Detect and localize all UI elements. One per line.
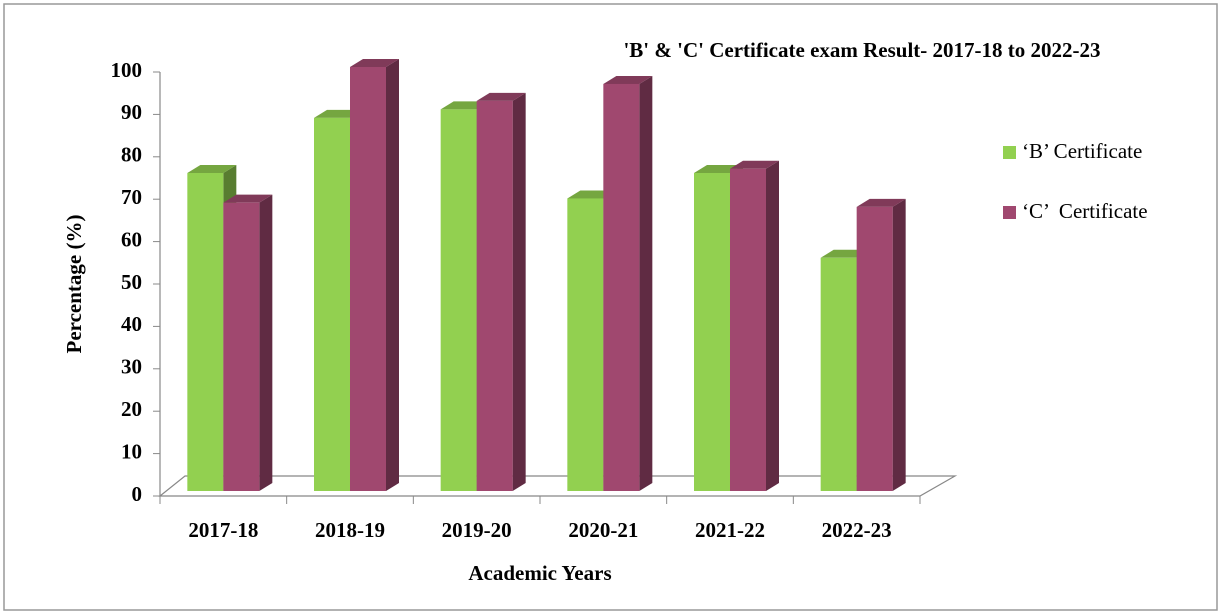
bar	[187, 173, 224, 491]
bar	[440, 109, 477, 492]
bar-top	[730, 160, 779, 169]
bar	[314, 117, 350, 491]
bar-top	[187, 165, 237, 173]
x-tick-label: 2018-19	[315, 518, 385, 542]
x-tick-label: 2020-21	[568, 518, 638, 542]
y-tick-label: 60	[121, 227, 142, 251]
bar	[350, 67, 386, 491]
y-tick-label: 20	[121, 397, 142, 421]
y-tick-label: 0	[132, 482, 143, 506]
bar	[603, 83, 640, 492]
legend-swatch	[1003, 146, 1016, 159]
x-axis-label: Academic Years	[468, 561, 611, 585]
bar	[476, 100, 513, 492]
bar	[694, 173, 730, 491]
y-tick-label: 50	[121, 270, 142, 294]
y-axis-label: Percentage (%)	[62, 215, 86, 354]
y-tick-label: 100	[111, 58, 143, 82]
x-tick-label: 2022-23	[822, 518, 892, 542]
y-tick-label: 70	[121, 185, 142, 209]
legend-label: ‘B’ Certificate	[1022, 139, 1142, 163]
bar-side	[512, 92, 526, 492]
bar	[567, 198, 604, 491]
bar	[820, 257, 857, 491]
bar-top	[223, 194, 273, 203]
y-tick-label: 40	[121, 312, 142, 336]
bar-top	[350, 59, 399, 67]
x-tick-label: 2017-18	[188, 518, 258, 542]
bar	[223, 202, 260, 491]
chart-title: 'B' & 'C' Certificate exam Result- 2017-…	[623, 38, 1100, 62]
x-tick-label: 2021-22	[695, 518, 765, 542]
y-tick-label: 10	[121, 439, 142, 463]
bar-side	[892, 198, 906, 492]
bar-side	[639, 75, 653, 492]
bar-side	[259, 194, 273, 491]
y-tick-label: 80	[121, 143, 142, 167]
y-tick-label: 30	[121, 355, 142, 379]
y-tick-label: 90	[121, 100, 142, 124]
bar	[730, 168, 766, 491]
x-tick-label: 2019-20	[442, 518, 512, 542]
bar	[856, 206, 893, 492]
legend-label: ‘C’ Certificate	[1022, 199, 1148, 223]
bar-side	[766, 160, 779, 491]
bar-top	[476, 92, 526, 101]
bar-side	[386, 59, 399, 491]
bar-top	[603, 75, 653, 84]
bar-top	[856, 198, 906, 207]
legend-swatch	[1003, 206, 1016, 219]
